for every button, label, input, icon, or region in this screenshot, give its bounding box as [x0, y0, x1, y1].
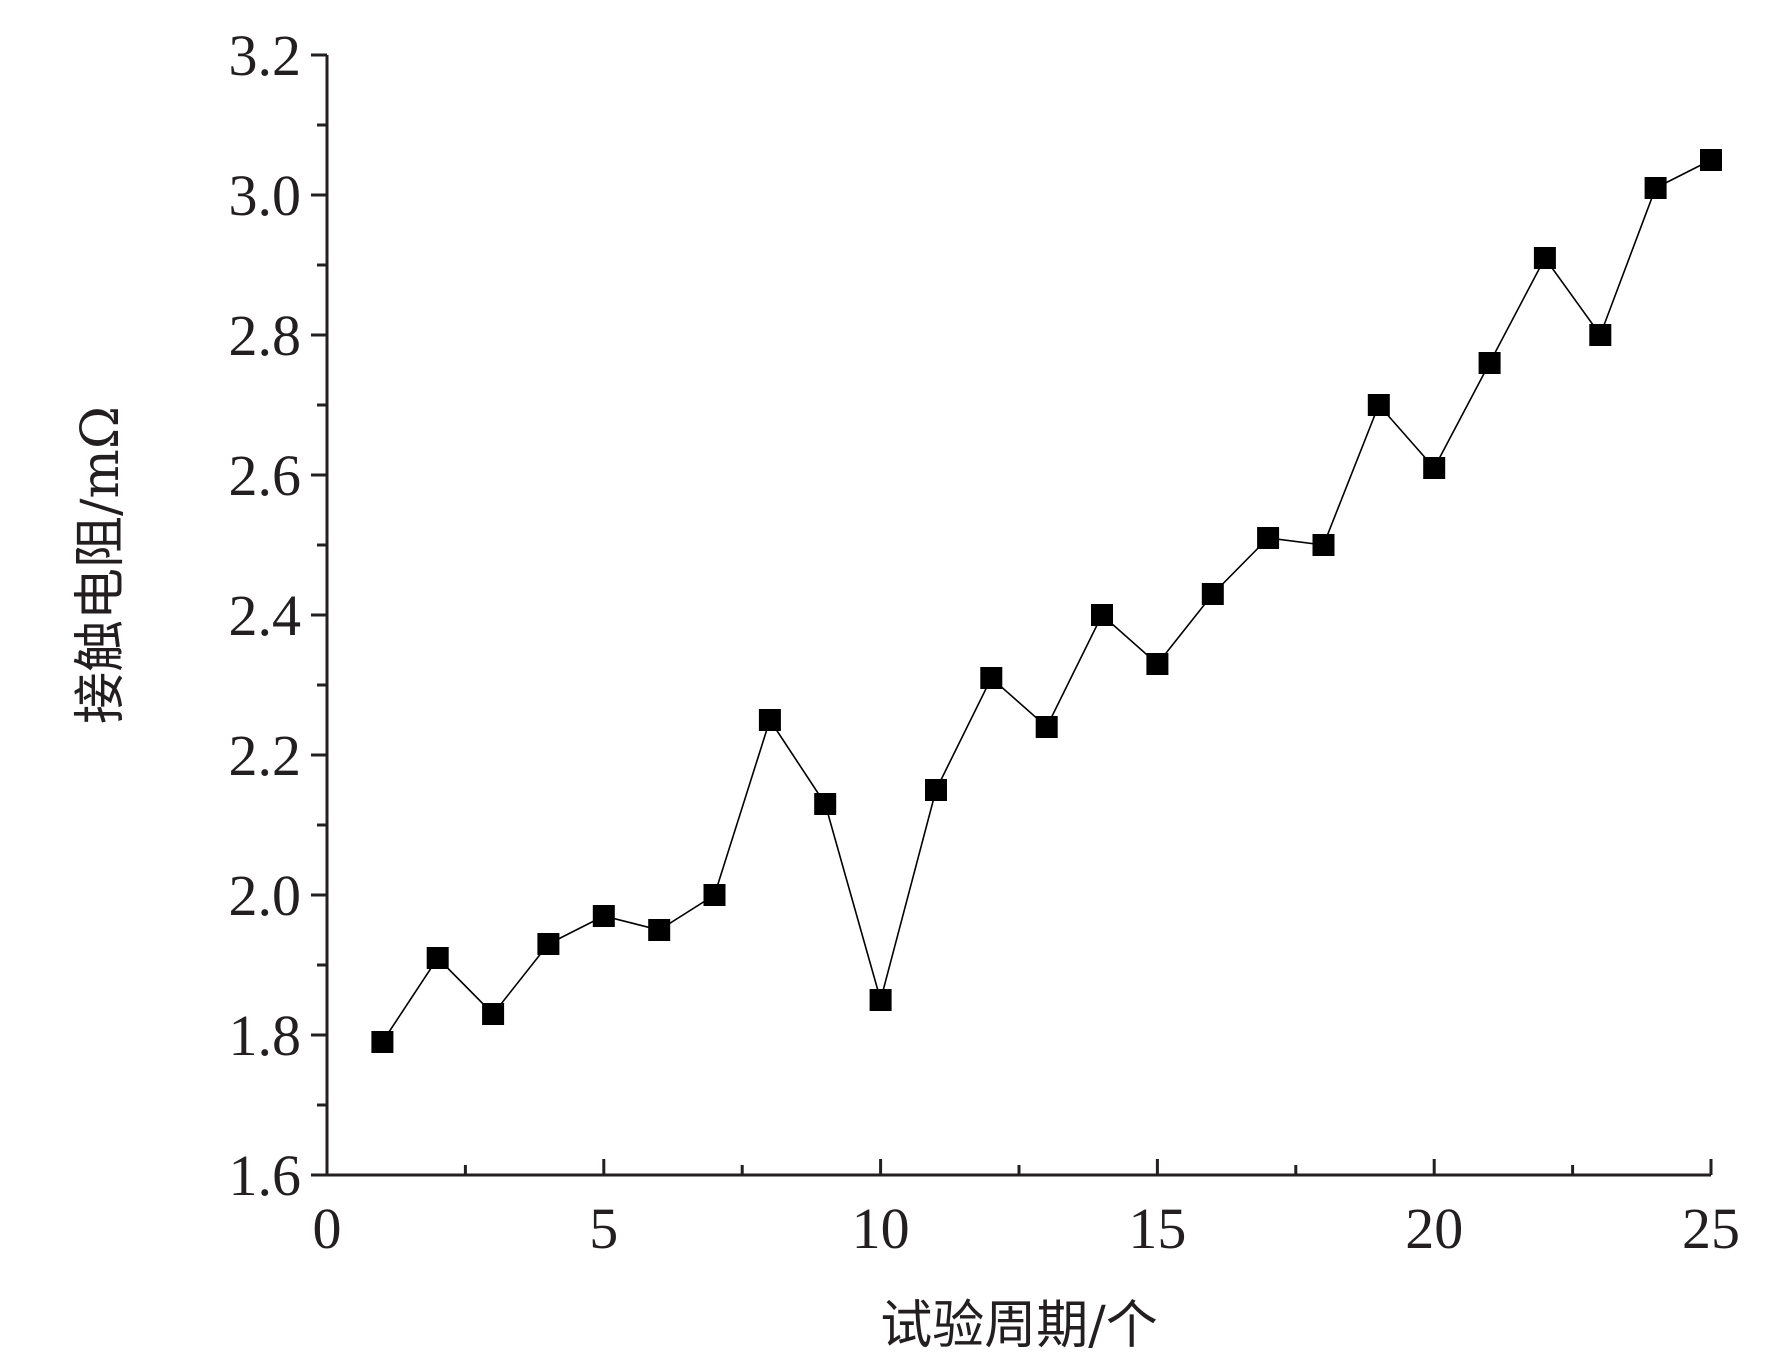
data-point-marker: [1201, 583, 1224, 605]
data-point-marker: [1367, 394, 1390, 416]
data-point-marker: [703, 884, 726, 906]
data-point-marker: [1700, 149, 1722, 171]
data-point-marker: [1091, 604, 1113, 626]
data-point-marker: [371, 1031, 394, 1053]
data-point-marker: [1146, 653, 1169, 675]
x-tick-label: 20: [1405, 1196, 1463, 1261]
data-point-marker: [482, 1003, 505, 1025]
data-point-marker: [1312, 534, 1335, 556]
data-point-marker: [869, 989, 892, 1011]
data-series: [371, 149, 1722, 1053]
data-point-marker: [925, 779, 947, 801]
data-point-marker: [1589, 324, 1612, 346]
x-tick-label: 15: [1128, 1196, 1186, 1261]
y-tick-label: 3.0: [229, 163, 302, 228]
y-tick-label: 2.4: [229, 583, 302, 648]
data-point-marker: [426, 947, 449, 969]
data-point-marker: [980, 667, 1003, 689]
y-tick-label: 2.6: [229, 443, 302, 508]
y-tick-label: 2.0: [229, 863, 302, 928]
data-point-marker: [592, 905, 615, 927]
y-tick-label: 2.8: [229, 303, 302, 368]
y-axis-title: 接触电阻/mΩ: [71, 406, 131, 724]
axis-ticks: 1.6 1.8 2.0 2.2 2.4 2.6 2.8 3.0 3.2 0 5 10 15 20 25: [229, 23, 1741, 1261]
x-axis-title: 试验周期/个: [880, 1296, 1158, 1356]
axes: [325, 55, 1711, 1177]
data-point-marker: [1478, 352, 1501, 374]
y-tick-label: 2.2: [229, 723, 302, 788]
data-point-marker: [1423, 457, 1446, 479]
y-tick-label: 1.6: [229, 1143, 302, 1208]
data-point-marker: [537, 933, 560, 955]
y-tick-label: 3.2: [229, 23, 302, 88]
data-point-marker: [1257, 527, 1280, 549]
x-tick-label: 10: [852, 1196, 910, 1261]
data-point-marker: [1035, 716, 1058, 738]
data-point-marker: [1644, 177, 1667, 199]
data-point-marker: [648, 919, 671, 941]
data-point-marker: [1533, 247, 1556, 269]
data-point-marker: [758, 709, 781, 731]
x-tick-label: 0: [313, 1196, 342, 1261]
series-line: [381, 159, 1712, 1043]
x-tick-label: 25: [1682, 1196, 1740, 1261]
y-tick-label: 1.8: [229, 1003, 302, 1068]
x-tick-label: 5: [589, 1196, 618, 1261]
data-point-marker: [814, 793, 837, 815]
